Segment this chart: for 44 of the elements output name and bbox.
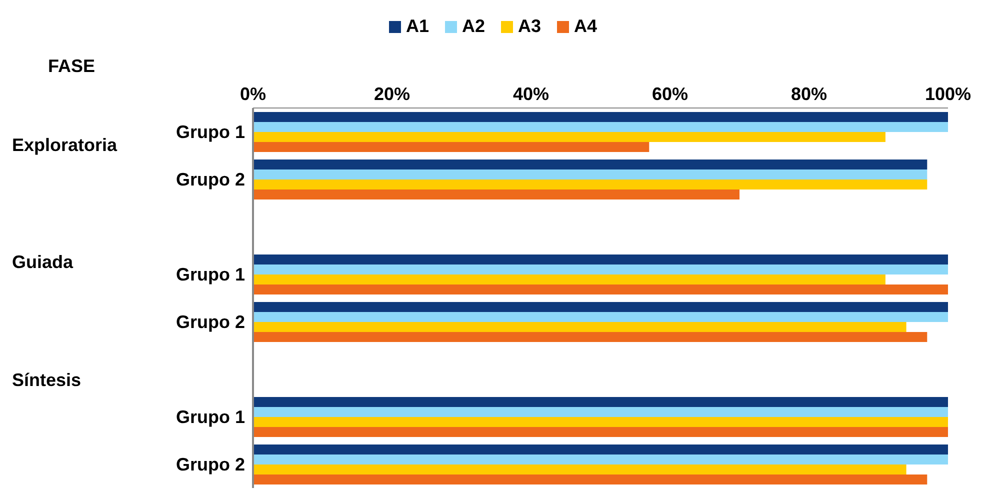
text: Guiada [12,252,74,274]
y-tick-label: Grupo 2 [176,454,245,475]
x-tick-label: 80% [790,84,828,104]
bar [253,122,948,132]
bar [253,264,948,274]
bar [253,274,886,284]
bar [253,142,650,152]
bar [253,284,948,294]
y-tick-label: Grupo 1 [176,407,245,428]
x-tick-label: 40% [512,84,550,104]
bar [253,190,740,200]
bar [253,332,928,342]
bar [253,444,948,454]
legend-label: A3 [517,16,542,37]
bar [253,417,948,427]
legend-label: A2 [460,16,485,37]
legend-label: A4 [573,16,598,37]
bar [253,407,948,417]
x-tick-label: 20% [374,84,410,104]
bar [253,474,928,484]
x-tick-label: 0% [240,84,266,104]
bar [253,132,886,142]
y-axis-title: FASE [48,56,96,77]
text: Síntesis [12,370,82,391]
bar [253,427,948,437]
bar [253,322,906,332]
x-tick-label: 60% [652,84,688,104]
bar [253,170,928,180]
y-tick-label: Grupo 2 [176,312,245,332]
text: Exploratoria [12,135,118,156]
y-tick-label: Grupo 2 [176,170,245,190]
bar [253,397,948,407]
bar [253,180,928,190]
bar [253,454,948,464]
bar [253,254,948,264]
bar [253,160,928,170]
bar [253,464,906,474]
bar [253,302,948,312]
y-tick-label: Grupo 1 [176,264,245,285]
bar [253,112,948,122]
bar [253,312,948,322]
x-tick-label: 100% [924,84,972,104]
legend-label: A1 [404,16,429,37]
y-tick-label: Grupo 1 [176,122,245,142]
